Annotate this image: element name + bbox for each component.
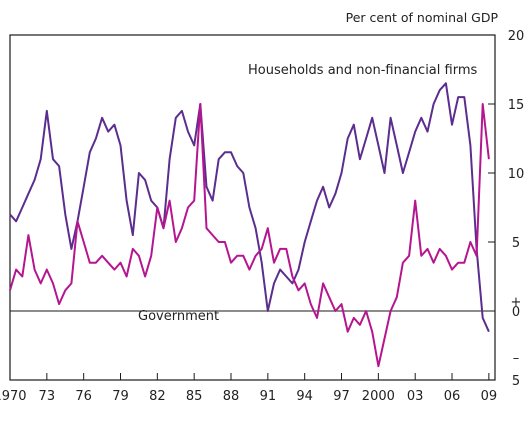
y-tick-label: 10 [508, 167, 525, 182]
y-tick-label: 20 [508, 29, 525, 44]
series-line-households [9, 82, 490, 333]
x-tick-label: 85 [186, 389, 203, 404]
y-axis-ticks: 20 15 10 5 0 5 [488, 29, 524, 389]
series-label-households: Households and non-financial firms [248, 63, 477, 78]
y-tick-label: 5 [512, 236, 520, 251]
x-tick-label: 94 [296, 389, 313, 404]
x-tick-label: 73 [39, 389, 56, 404]
x-axis-ticks: 1970 73 76 79 82 85 88 91 94 97 2000 03 06 09 [0, 373, 497, 404]
x-tick-label: 76 [75, 389, 92, 404]
sign-marker-plus: + [511, 295, 522, 310]
x-tick-label: 2000 [362, 389, 395, 404]
y-tick-label: 15 [508, 98, 525, 113]
x-tick-label: 79 [112, 389, 129, 404]
x-tick-label: 91 [260, 389, 277, 404]
x-tick-label: 06 [444, 389, 461, 404]
x-tick-label: 1970 [0, 389, 27, 404]
x-tick-label: 88 [223, 389, 240, 404]
series-line-government [9, 103, 490, 368]
y-tick-label: 0 [512, 305, 520, 320]
x-tick-label: 09 [481, 389, 498, 404]
plot-area: 1970 73 76 79 82 85 88 91 94 97 2000 03 06 09 20 15 10 5… [0, 29, 524, 404]
sign-marker-minus: – [513, 351, 520, 366]
unit-label: Per cent of nominal GDP [346, 10, 499, 25]
y-tick-label: 5 [512, 374, 520, 389]
plot-frame [9, 34, 496, 381]
x-tick-label: 97 [333, 389, 350, 404]
x-tick-label: 03 [407, 389, 424, 404]
x-tick-label: 82 [149, 389, 166, 404]
series-group [9, 82, 490, 368]
series-label-government: Government [138, 309, 219, 324]
